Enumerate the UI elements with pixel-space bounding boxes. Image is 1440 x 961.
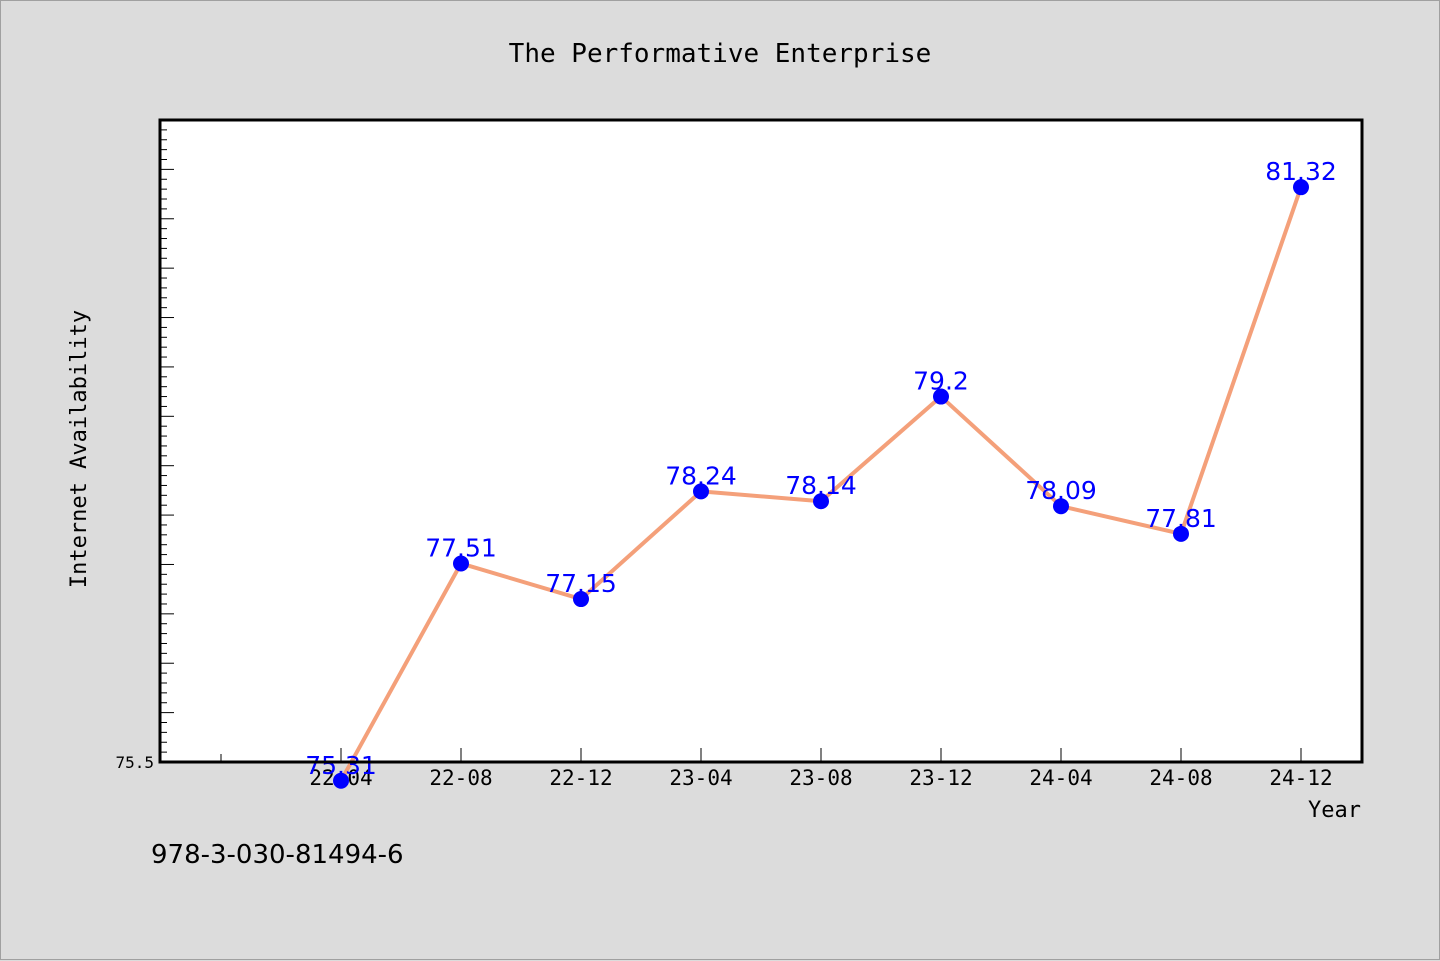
x-tick-label: 23-04 [669, 766, 732, 790]
x-axis-tick-labels: 22-0422-0822-1223-0423-0823-1224-0424-08… [309, 766, 1332, 790]
data-label: 81.32 [1265, 157, 1337, 186]
data-point [1293, 179, 1309, 196]
series-markers [333, 179, 1309, 789]
data-label: 75.31 [305, 751, 377, 780]
x-axis-label: Year [1308, 798, 1361, 823]
x-tick-label: 22-12 [549, 766, 612, 790]
data-label: 77.51 [425, 533, 497, 562]
x-axis-ticks [220, 748, 1302, 762]
data-label: 78.09 [1025, 476, 1097, 505]
data-label: 78.14 [785, 471, 857, 500]
x-tick-label: 22-08 [429, 766, 492, 790]
data-point [573, 591, 589, 608]
y-tick-label: 75.5 [115, 753, 154, 772]
chart-title: The Performative Enterprise [509, 39, 932, 69]
data-label: 77.81 [1145, 504, 1217, 533]
data-labels: 75.31 77.51 77.15 78.24 78.14 79.2 78.09 77.81 8… [305, 157, 1337, 780]
data-point [693, 483, 709, 500]
data-label: 77.15 [545, 569, 617, 598]
data-point [453, 555, 469, 572]
data-point [813, 493, 829, 510]
plot-border [158, 118, 1364, 764]
plot-area [160, 120, 1362, 762]
y-axis-label: Internet Availability [67, 310, 92, 588]
data-label: 79.2 [913, 367, 969, 396]
data-point [333, 772, 349, 789]
x-tick-label: 24-04 [1029, 766, 1092, 790]
data-point [1173, 525, 1189, 542]
x-tick-label: 24-08 [1149, 766, 1212, 790]
isbn-text: 978-3-030-81494-6 [151, 840, 404, 870]
x-tick-label: 23-08 [789, 766, 852, 790]
x-tick-label: 24-12 [1269, 766, 1332, 790]
data-label: 78.24 [665, 461, 737, 490]
data-point [933, 388, 949, 405]
x-tick-label: 23-12 [909, 766, 972, 790]
data-point [1053, 498, 1069, 515]
